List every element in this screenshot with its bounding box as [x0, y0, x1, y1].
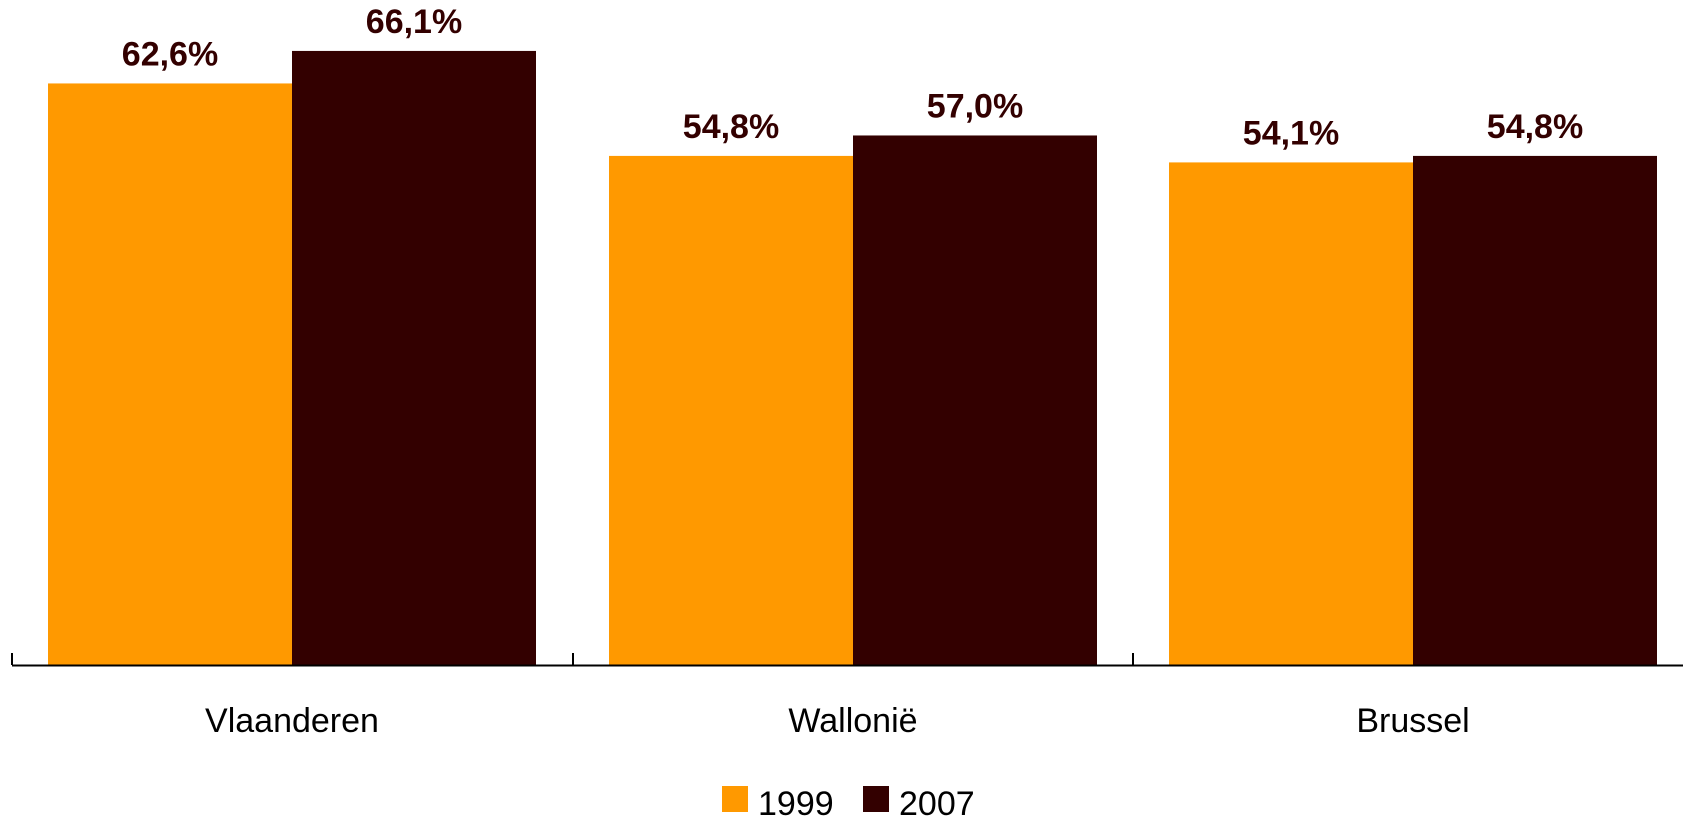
legend-swatch-2007: [863, 786, 889, 812]
legend-label-2007: 2007: [899, 785, 975, 823]
data-label-vlaanderen-2007: 66,1%: [366, 3, 462, 41]
x-tick-label-vlaanderen: Vlaanderen: [205, 702, 379, 740]
data-label-brussel-2007: 54,8%: [1487, 108, 1583, 146]
bar-brussel-1999: [1169, 162, 1413, 665]
legend: 1999 2007: [722, 785, 975, 823]
bar-vlaanderen-1999: [48, 83, 292, 666]
data-label-wallonie-1999: 54,8%: [683, 108, 779, 146]
data-label-wallonie-2007: 57,0%: [927, 87, 1023, 125]
data-label-vlaanderen-1999: 62,6%: [122, 35, 218, 73]
bar-wallonie-1999: [609, 155, 853, 665]
bar-vlaanderen-2007: [292, 50, 536, 665]
legend-swatch-1999: [722, 786, 748, 812]
data-label-brussel-1999: 54,1%: [1243, 114, 1339, 152]
x-tick-label-brussel: Brussel: [1356, 702, 1469, 740]
legend-label-1999: 1999: [758, 785, 834, 823]
x-axis: Vlaanderen Wallonië Brussel: [11, 653, 1683, 740]
data-labels-layer: 62,6% 66,1% 54,8% 57,0% 54,1% 54,8%: [122, 3, 1583, 152]
bar-brussel-2007: [1413, 155, 1657, 665]
bars-layer: [48, 50, 1657, 666]
x-tick-label-wallonie: Wallonië: [788, 702, 917, 740]
bar-wallonie-2007: [853, 135, 1097, 666]
